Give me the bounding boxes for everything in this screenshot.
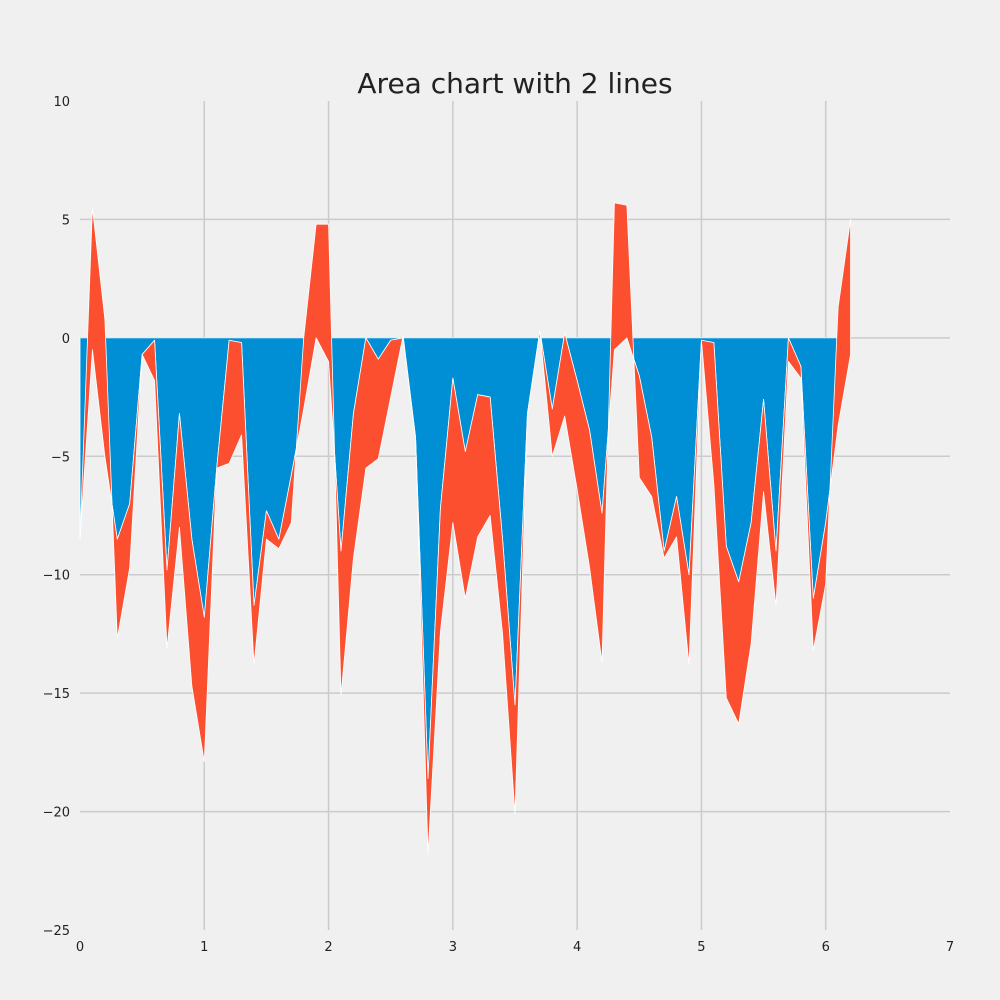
y-tick-label-2: 0 (62, 332, 70, 347)
x-tick-label-3: 3 (449, 940, 457, 955)
y-tick-label-4: −10 (43, 569, 70, 584)
x-tick-label-4: 4 (573, 940, 581, 955)
x-tick-label-6: 6 (822, 940, 830, 955)
y-tick-label-5: −15 (43, 687, 70, 702)
x-tick-label-1: 1 (200, 940, 208, 955)
y-tick-label-6: −20 (43, 806, 70, 821)
y-axis-ticks: 10 5 0 −5 −10 −15 −20 −25 (43, 95, 70, 939)
area-series-2 (79, 202, 851, 855)
x-axis-ticks: 0 1 2 3 4 5 6 7 (76, 940, 954, 955)
x-tick-label-7: 7 (946, 940, 954, 955)
x-tick-label-5: 5 (697, 940, 705, 955)
y-tick-label-1: 5 (62, 213, 70, 228)
area-series (79, 202, 851, 855)
y-tick-label-7: −25 (43, 924, 70, 939)
y-tick-label-0: 10 (53, 95, 70, 110)
x-tick-label-0: 0 (76, 940, 84, 955)
chart-title: Area chart with 2 lines (357, 67, 672, 100)
y-tick-label-3: −5 (51, 450, 70, 465)
x-tick-label-2: 2 (324, 940, 332, 955)
